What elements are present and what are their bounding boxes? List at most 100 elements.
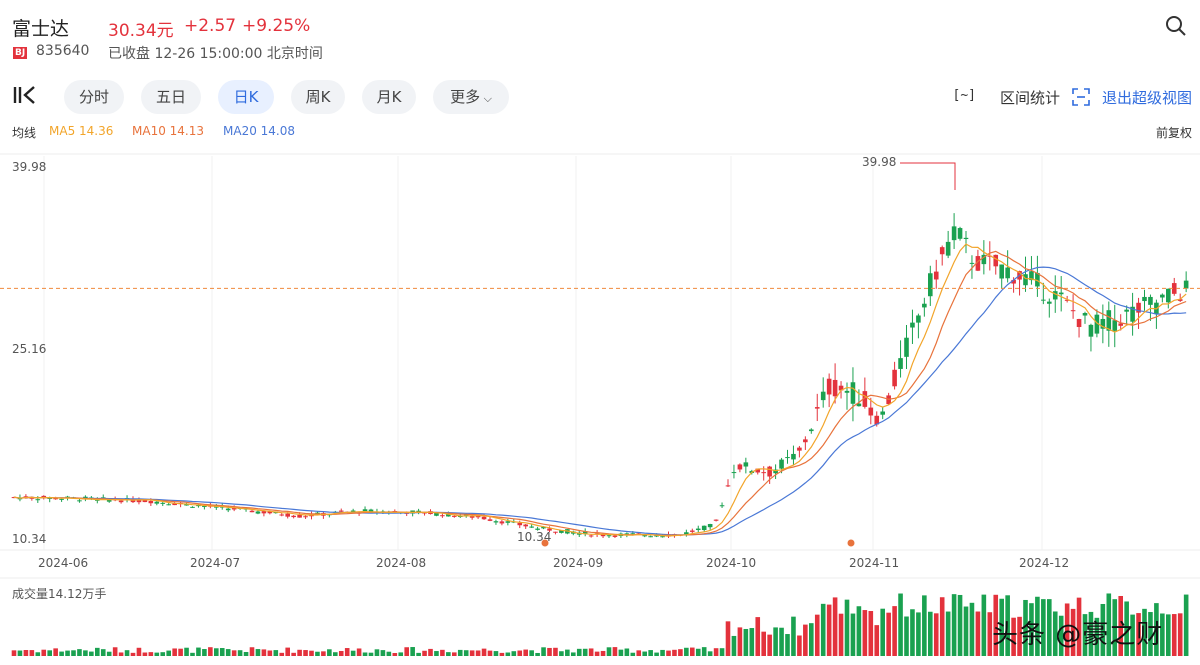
volume-bar xyxy=(1118,595,1123,656)
chevron-down-icon: ⌵ xyxy=(480,92,492,105)
volume-bar xyxy=(457,649,463,656)
volume-bar xyxy=(65,650,70,656)
volume-bar xyxy=(1112,599,1118,656)
volume-bar xyxy=(1177,613,1183,656)
volume-bar xyxy=(1041,599,1046,656)
volume-bar xyxy=(939,597,945,656)
candle-body xyxy=(1118,323,1123,326)
y-tick-low: 10.34 xyxy=(12,532,47,546)
candle-body xyxy=(172,503,177,506)
candle-body xyxy=(945,241,951,256)
tab-fenshi[interactable]: 分时 xyxy=(64,80,124,114)
volume-bar xyxy=(933,613,939,656)
volume-bar xyxy=(89,651,94,656)
volume-bar xyxy=(1076,597,1082,656)
ma20-value: MA20 14.08 xyxy=(223,124,295,138)
candle-body xyxy=(1088,324,1094,337)
candle-body xyxy=(660,536,665,538)
volume-bar xyxy=(892,606,897,656)
volume-bar xyxy=(398,652,404,656)
candle-body xyxy=(779,459,784,469)
candle-body xyxy=(136,499,142,503)
candle-body xyxy=(53,497,58,500)
candle-body xyxy=(154,501,160,504)
candle-body xyxy=(493,521,499,523)
volume-bar xyxy=(344,648,350,656)
volume-bar xyxy=(1058,615,1064,656)
volume-bar xyxy=(142,652,148,656)
candle-body xyxy=(880,411,885,415)
tab-monthly-k[interactable]: 月K xyxy=(362,80,416,114)
tab-five-day[interactable]: 五日 xyxy=(141,80,201,114)
adjustment-mode[interactable]: 前复权 xyxy=(1155,126,1192,140)
candle-body xyxy=(1041,299,1046,301)
candle-body xyxy=(904,337,909,357)
volume-bar xyxy=(1106,593,1112,656)
search-icon[interactable] xyxy=(1164,14,1188,38)
candle-body xyxy=(1177,299,1183,301)
candle-body xyxy=(1094,314,1100,334)
volume-bar xyxy=(59,651,64,656)
candle-body xyxy=(475,515,481,518)
tab-more[interactable]: 更多 ⌵ xyxy=(433,80,509,114)
range-stats-icon[interactable]: [~] xyxy=(952,88,976,103)
volume-bar xyxy=(511,651,517,656)
volume-bar xyxy=(1160,613,1165,656)
candle-body xyxy=(916,315,921,323)
volume-bar xyxy=(118,652,124,656)
tab-more-label: 更多 xyxy=(450,88,481,106)
volume-bar xyxy=(999,598,1004,656)
candle-body xyxy=(868,407,874,416)
candle-body xyxy=(654,535,659,537)
range-stats-button[interactable]: 区间统计 xyxy=(999,89,1060,107)
candle-body xyxy=(809,429,814,432)
low-price-annotation: 10.34 xyxy=(517,530,552,544)
volume-bar xyxy=(1035,596,1040,656)
candle-body xyxy=(279,514,285,516)
kline-chart[interactable] xyxy=(0,150,1200,665)
market-status: 已收盘 12-26 15:00:00 北京时间 xyxy=(108,46,323,62)
tab-daily-k[interactable]: 日K xyxy=(218,80,274,114)
volume-bar xyxy=(172,648,177,656)
volume-bar xyxy=(440,649,445,656)
volume-bar xyxy=(83,650,88,656)
candle-body xyxy=(773,469,778,474)
volume-bar xyxy=(981,594,987,656)
volume-bar xyxy=(565,649,570,656)
volume-bar xyxy=(1148,612,1153,656)
candle-body xyxy=(166,504,171,506)
x-tick-2024-07: 2024-07 xyxy=(190,556,241,570)
candle-body xyxy=(755,468,761,473)
volume-bar xyxy=(814,614,820,656)
y-tick-high: 39.98 xyxy=(12,160,47,174)
kline-toggle-icon[interactable] xyxy=(12,84,38,106)
candle-body xyxy=(547,528,552,531)
candle-body xyxy=(1100,318,1106,329)
volume-bar xyxy=(368,652,374,656)
tab-weekly-k[interactable]: 周K xyxy=(291,80,345,114)
volume-bar xyxy=(600,650,606,656)
candle-body xyxy=(315,512,320,514)
candle-body xyxy=(1183,280,1189,289)
price-change: +2.57 xyxy=(184,16,237,36)
volume-bar xyxy=(1070,608,1076,656)
candle-body xyxy=(844,390,850,393)
volume-bar xyxy=(695,648,701,656)
volume-bar xyxy=(106,651,112,656)
candle-body xyxy=(350,510,356,512)
fullscreen-exit-icon[interactable] xyxy=(1072,88,1090,106)
candle-body xyxy=(1142,296,1147,302)
volume-bar xyxy=(273,650,279,656)
volume-bar xyxy=(17,650,23,656)
volume-bar xyxy=(868,611,874,656)
volume-bar xyxy=(850,613,856,656)
volume-bar xyxy=(487,650,493,656)
candle-body xyxy=(951,226,957,241)
volume-bar xyxy=(1154,603,1159,656)
exit-super-view-button[interactable]: 退出超级视图 xyxy=(1101,89,1192,107)
volume-bar xyxy=(523,649,528,656)
volume-bar xyxy=(112,647,118,656)
volume-bar xyxy=(53,648,58,656)
volume-bar xyxy=(315,651,320,656)
volume-bar xyxy=(1094,617,1100,656)
